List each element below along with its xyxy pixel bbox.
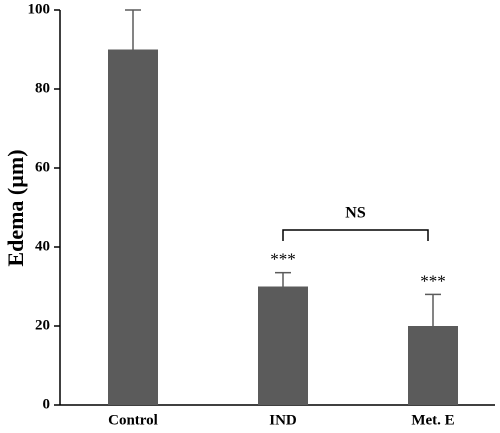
y-tick-label: 100: [28, 1, 51, 17]
x-tick-label: Met. E: [411, 412, 454, 428]
y-tick-label: 40: [35, 238, 50, 254]
significance-label: ***: [270, 250, 296, 269]
x-tick-label: Control: [108, 412, 158, 428]
bar: [258, 286, 308, 405]
y-tick-label: 0: [43, 396, 51, 412]
error-bar: [425, 293, 441, 326]
y-tick-label: 20: [35, 317, 50, 333]
significance-label: ***: [420, 271, 446, 290]
comparison-bracket: [282, 229, 429, 241]
y-tick-label: 60: [35, 159, 50, 175]
x-tick-label: IND: [269, 412, 297, 428]
y-axis-label: Edema (µm): [3, 149, 28, 266]
error-bar: [125, 9, 141, 50]
error-bar: [275, 271, 291, 287]
comparison-label: NS: [345, 205, 366, 222]
bar: [108, 49, 158, 405]
y-tick-label: 80: [35, 80, 50, 96]
bar: [408, 326, 458, 405]
